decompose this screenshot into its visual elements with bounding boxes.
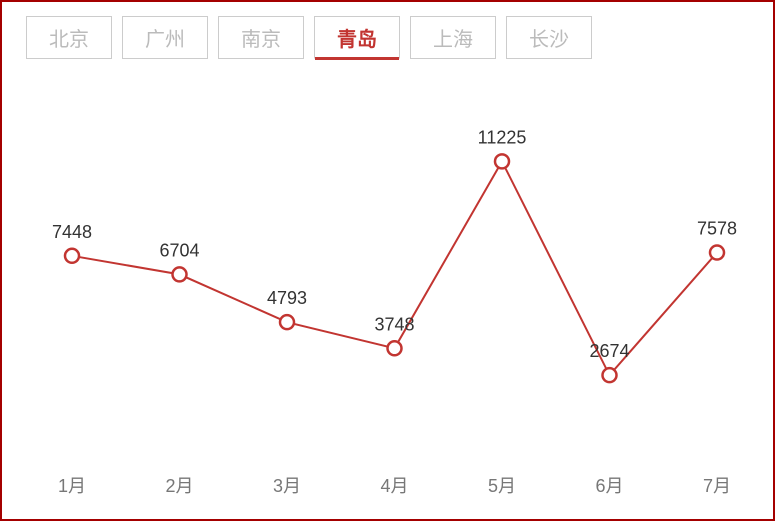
data-label: 2674 xyxy=(589,341,629,361)
data-point xyxy=(388,341,402,355)
tab-label: 青岛 xyxy=(337,29,377,51)
x-axis-label: 3月 xyxy=(273,476,301,496)
data-label: 4793 xyxy=(267,288,307,308)
data-point xyxy=(65,249,79,263)
tab-3[interactable]: 青岛 xyxy=(314,16,400,59)
data-point xyxy=(710,246,724,260)
x-axis-label: 5月 xyxy=(488,476,516,496)
x-axis-label: 6月 xyxy=(595,476,623,496)
tab-2[interactable]: 南京 xyxy=(218,16,304,59)
tabs: 北京 广州 南京 青岛 上海 长沙 xyxy=(2,2,773,59)
x-axis-label: 7月 xyxy=(703,476,731,496)
data-label: 6704 xyxy=(159,240,199,260)
tab-label: 长沙 xyxy=(529,29,569,51)
data-label: 7578 xyxy=(697,219,737,239)
x-axis-label: 1月 xyxy=(58,476,86,496)
x-axis-label: 2月 xyxy=(165,476,193,496)
data-label: 11225 xyxy=(478,127,527,147)
tab-1[interactable]: 广州 xyxy=(122,16,208,59)
tab-5[interactable]: 长沙 xyxy=(506,16,592,59)
tab-label: 北京 xyxy=(49,29,89,51)
data-label: 3748 xyxy=(374,314,414,334)
x-axis-label: 4月 xyxy=(380,476,408,496)
tab-4[interactable]: 上海 xyxy=(410,16,496,59)
tab-label: 广州 xyxy=(145,29,185,51)
data-point xyxy=(603,368,617,382)
tab-label: 上海 xyxy=(433,29,473,51)
tab-0[interactable]: 北京 xyxy=(26,16,112,59)
data-point xyxy=(173,267,187,281)
line-chart: 7448 6704 4793 3748 11225 2674 7578 1月 2月 3月 4月 5月 6… xyxy=(2,72,775,523)
data-point xyxy=(495,154,509,168)
data-label: 7448 xyxy=(52,222,92,242)
chart-area: 7448 6704 4793 3748 11225 2674 7578 1月 2月 3月 4月 5月 6… xyxy=(2,72,773,519)
chart-container: 北京 广州 南京 青岛 上海 长沙 7448 6704 4793 3748 11225 2674 75… xyxy=(0,0,775,521)
data-point xyxy=(280,315,294,329)
tab-label: 南京 xyxy=(241,29,281,51)
